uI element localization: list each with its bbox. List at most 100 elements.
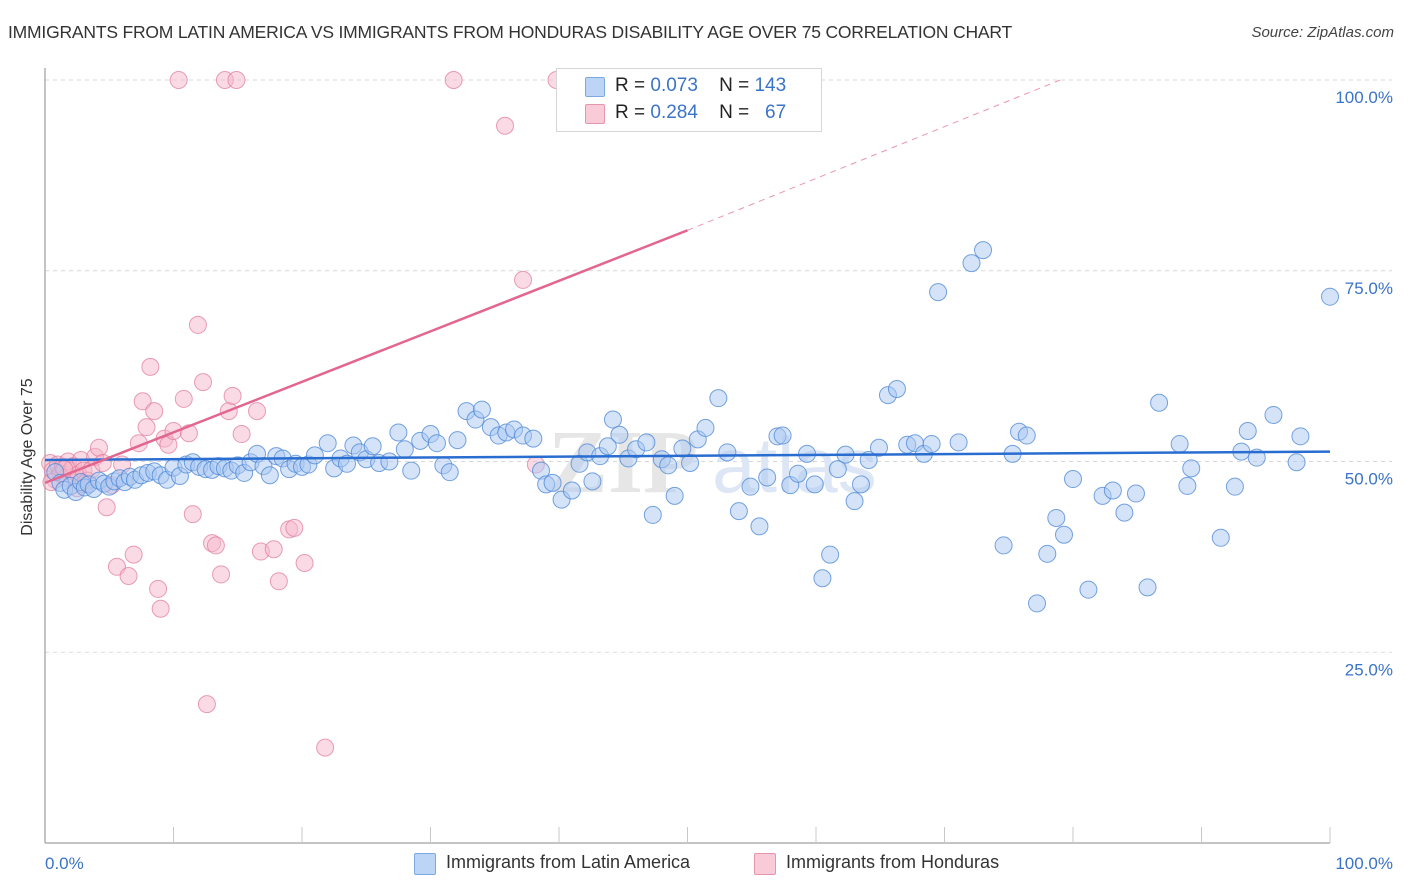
legend-label: Immigrants from Honduras [786,852,1000,872]
trend-line-honduras-extension [687,79,1061,231]
data-point-latin-america [665,486,684,505]
data-point-latin-america [337,454,356,473]
data-point-latin-america [1178,476,1197,495]
data-point-latin-america [1115,503,1134,522]
data-point-latin-america [363,437,382,456]
data-point-latin-america [994,536,1013,555]
data-point-latin-america [598,437,617,456]
data-point-honduras [124,545,143,564]
data-point-latin-america [922,434,941,453]
data-point-honduras [248,402,267,421]
data-point-latin-america [1225,477,1244,496]
data-point-latin-america [805,475,824,494]
data-point-latin-america [1291,427,1310,446]
source-credit: Source: ZipAtlas.com [1251,24,1394,41]
data-point-latin-america [637,433,656,452]
data-point-latin-america [813,569,832,588]
data-point-latin-america [472,400,491,419]
data-point-latin-america [1126,484,1145,503]
x-tick-label: 100.0% [1335,854,1393,873]
trend-line-honduras [44,229,688,485]
data-point-latin-america [1055,525,1074,544]
data-point-latin-america [1287,453,1306,472]
legend-swatch-pink [585,104,605,124]
data-point-latin-america [750,517,769,536]
data-point-latin-america [821,545,840,564]
data-point-latin-america [395,440,414,459]
series-latin-america-points [46,241,1339,613]
data-point-latin-america [828,460,847,479]
data-point-honduras [151,599,170,618]
n-value: 143 [754,75,787,96]
y-tick-label: 50.0% [1345,470,1393,489]
data-point-latin-america [1211,528,1230,547]
data-point-latin-america [389,423,408,442]
data-point-latin-america [440,463,459,482]
x-tick-label: 0.0% [45,854,84,873]
data-point-latin-america [789,464,808,483]
data-point-latin-america [696,418,715,437]
r-value: 0.073 [650,75,698,96]
data-point-latin-america [729,502,748,521]
y-tick-label: 100.0% [1335,88,1393,107]
data-point-latin-america [1047,508,1066,527]
data-point-honduras [444,71,463,89]
data-point-honduras [223,386,242,405]
data-point-honduras [206,536,225,555]
data-point-latin-america [1064,470,1082,489]
data-point-latin-america [773,426,792,445]
data-point-honduras [119,566,138,585]
data-point-latin-america [260,466,279,485]
data-point-latin-america [962,254,981,273]
data-point-honduras [227,71,246,89]
y-tick-label: 75.0% [1345,279,1393,298]
data-point-latin-america [1170,434,1189,453]
data-point-honduras [269,572,288,591]
n-label: N = [719,75,750,96]
data-point-honduras [197,695,216,714]
data-point-latin-america [718,443,737,462]
data-point-latin-america [1017,426,1036,445]
data-point-honduras [285,518,304,537]
r-value: 0.284 [650,102,698,123]
legend-swatch-blue [414,853,436,875]
y-tick-label: 25.0% [1345,660,1393,679]
data-point-latin-america [1103,481,1122,500]
chart-title: IMMIGRANTS FROM LATIN AMERICA VS IMMIGRA… [8,22,1012,42]
legend-swatch-pink [754,853,776,875]
data-point-latin-america [709,389,728,408]
data-point-latin-america [681,454,700,473]
legend-swatch-blue [585,77,605,97]
data-point-latin-america [1038,544,1057,563]
data-point-honduras [194,373,213,392]
data-point-honduras [169,71,188,89]
axes [44,68,1331,844]
data-point-honduras [133,392,152,411]
trend-line-latin-america [44,450,1331,462]
data-point-latin-america [1079,580,1098,599]
data-point-latin-america [887,380,906,399]
data-point-latin-america [1028,594,1047,613]
data-point-latin-america [1247,448,1266,467]
stats-legend: R = 0.073 N = 143 R = 0.284 N = 67 [556,68,822,132]
data-point-latin-america [1238,421,1257,440]
data-point-honduras [264,540,283,559]
r-label: R = [615,102,646,123]
data-point-latin-america [758,468,777,487]
data-point-honduras [174,389,193,408]
data-point-latin-america [845,492,864,511]
n-value: 67 [765,102,787,123]
n-label: N = [719,102,750,123]
data-point-latin-america [603,410,622,429]
data-point-latin-america [402,461,421,480]
data-point-latin-america [305,446,324,465]
data-point-honduras [232,425,251,444]
data-point-honduras [145,402,164,421]
data-point-honduras [514,270,533,289]
legend-label: Immigrants from Latin America [446,852,691,872]
data-point-latin-america [543,473,562,492]
r-label: R = [615,75,646,96]
data-point-latin-america [524,429,543,448]
data-point-latin-america [583,472,602,491]
